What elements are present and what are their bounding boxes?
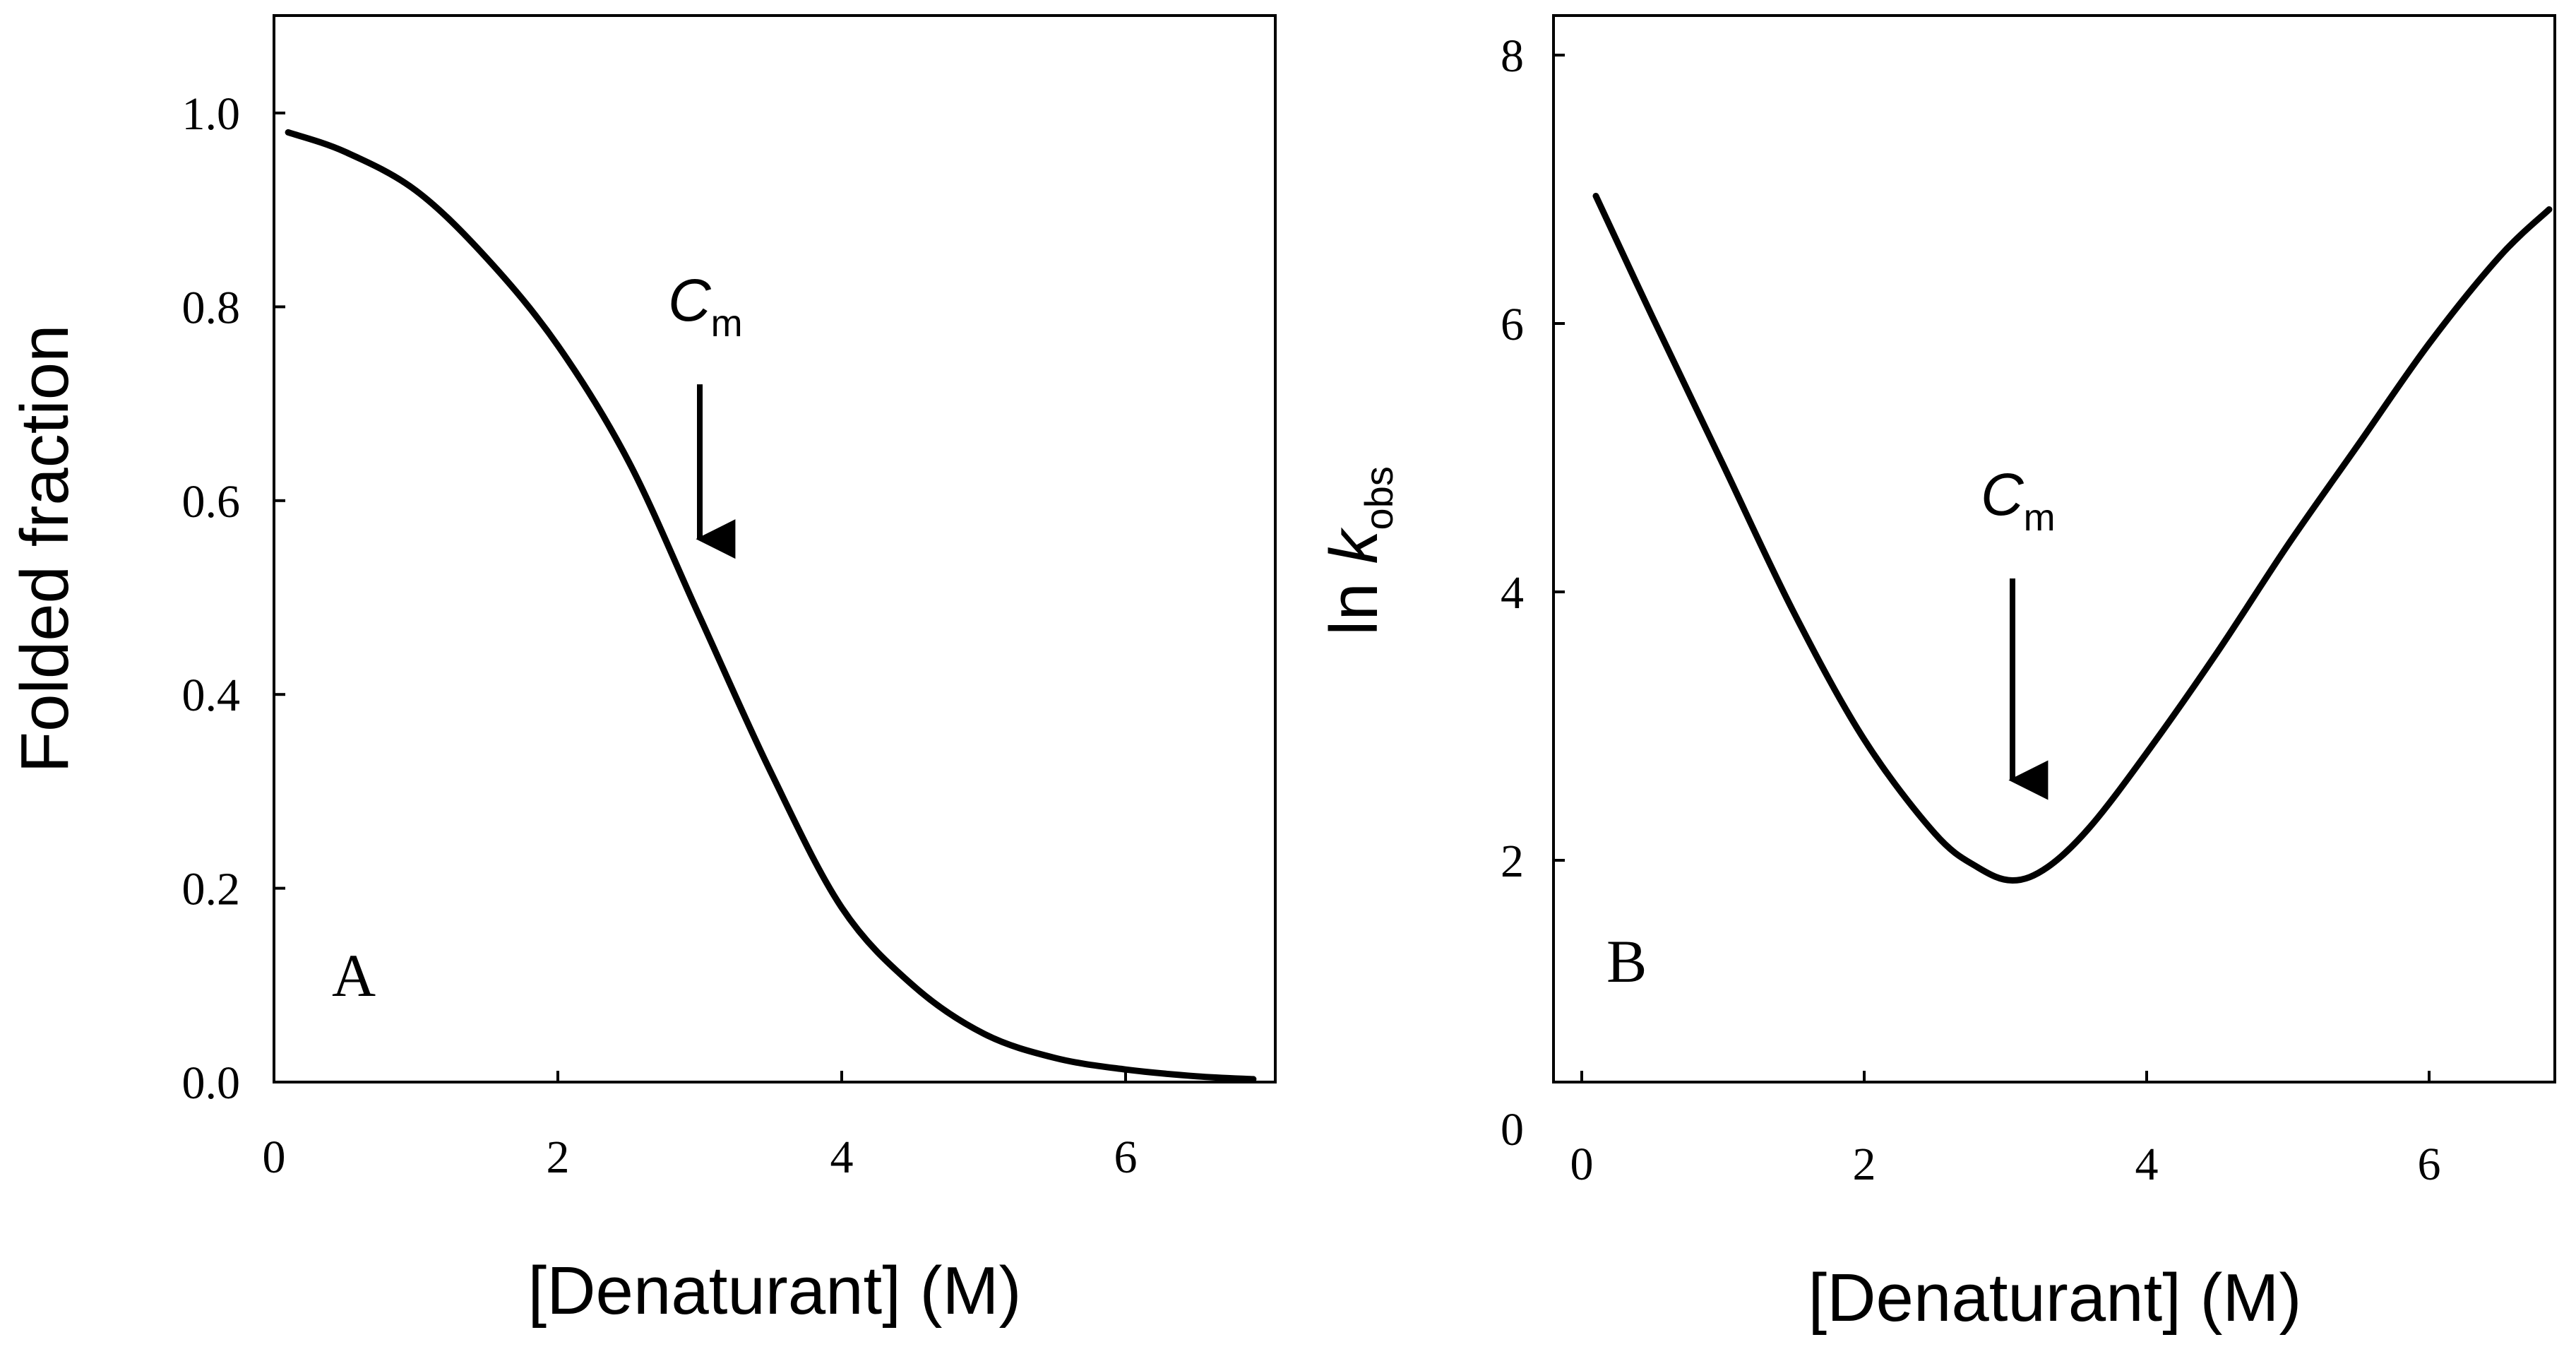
cm-annotation: Cm xyxy=(668,267,743,345)
tick-labels: 0 2 4 6 0 2 4 6 8 xyxy=(1501,30,2441,1190)
plot-frame xyxy=(273,14,1277,1083)
y-tick-label: 6 xyxy=(1501,299,1524,350)
ln-kobs-curve xyxy=(1592,193,2553,884)
cm-annotation: Cm xyxy=(1981,461,2056,539)
x-axis-label: [Denaturant] (M) xyxy=(528,1253,1022,1329)
x-tick-label: 4 xyxy=(2135,1139,2159,1190)
x-tick-label: 0 xyxy=(263,1132,286,1183)
x-tick-label: 2 xyxy=(547,1132,570,1183)
x-tick-label: 6 xyxy=(1114,1132,1138,1183)
cm-symbol: C xyxy=(1981,461,2025,528)
y-tick-label: 1.0 xyxy=(182,88,241,140)
y-tick-label: 0.4 xyxy=(182,670,241,721)
y-tick-label: 2 xyxy=(1501,836,1524,887)
panel-b: 0 2 4 6 0 2 4 6 8 Cm B [Denaturant] (M) ln kobs xyxy=(1316,14,2556,1336)
y-axis-label: ln kobs xyxy=(1316,466,1401,636)
cm-subscript: m xyxy=(711,302,743,345)
y-label-subscript: obs xyxy=(1356,466,1401,530)
y-label-ln: ln xyxy=(1316,564,1392,635)
x-tick-label: 6 xyxy=(2418,1139,2441,1190)
x-tick-label: 4 xyxy=(830,1132,854,1183)
folded-fraction-curve xyxy=(285,129,1257,1083)
cm-symbol: C xyxy=(668,267,712,333)
plot-frame xyxy=(1552,14,2556,1083)
y-tick-label: 0.2 xyxy=(182,864,241,915)
y-tick-label: 0 xyxy=(1501,1104,1524,1156)
y-label-k: k xyxy=(1316,526,1392,564)
panel-letter-b: B xyxy=(1606,927,1647,995)
x-axis-label: [Denaturant] (M) xyxy=(1808,1260,2302,1336)
y-tick-label: 0.8 xyxy=(182,282,241,333)
tick-labels: 0 2 4 6 0.0 0.2 0.4 0.6 0.8 1.0 xyxy=(182,88,1138,1183)
panel-letter-a: A xyxy=(332,942,376,1009)
panel-a: 0 2 4 6 0.0 0.2 0.4 0.6 0.8 1.0 Cm A [Denaturant]… xyxy=(7,14,1277,1329)
y-tick-label: 0.0 xyxy=(182,1057,241,1109)
tick-marks xyxy=(1554,54,2431,1082)
tick-marks xyxy=(273,112,1127,1083)
y-tick-label: 0.6 xyxy=(182,476,241,528)
cm-subscript: m xyxy=(2024,497,2056,539)
x-tick-label: 0 xyxy=(1570,1139,1594,1190)
x-tick-label: 2 xyxy=(1853,1139,1876,1190)
y-tick-label: 4 xyxy=(1501,567,1524,619)
y-axis-label: Folded fraction xyxy=(7,324,83,773)
y-tick-label: 8 xyxy=(1501,30,1524,82)
